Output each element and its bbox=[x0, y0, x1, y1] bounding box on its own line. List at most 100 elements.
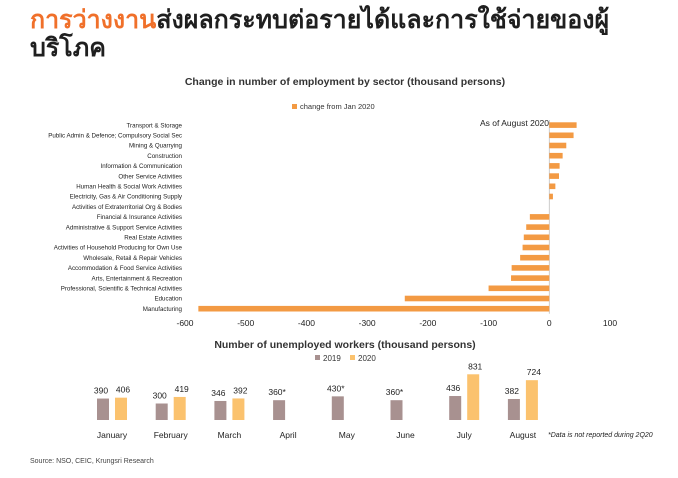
category-label-wholesale-retail-repair-vehicles: Wholesale, Retail & Repair Vehicles bbox=[83, 255, 182, 262]
data-label-january-2019: 390 bbox=[94, 386, 108, 396]
category-label-manufacturing: Manufacturing bbox=[143, 306, 183, 313]
bar-financial-insurance-activities bbox=[529, 214, 550, 220]
bar-wholesale-retail-repair-vehicles bbox=[520, 254, 550, 261]
top-chart-legend: change from Jan 2020 bbox=[292, 102, 375, 111]
unemployed-workers-chart: Number of unemployed workers (thousand p… bbox=[94, 339, 653, 440]
bottom-chart-title: Number of unemployed workers (thousand p… bbox=[214, 339, 475, 351]
data-label-february-2020: 419 bbox=[175, 384, 189, 394]
bar-professional-scientific-technical-activities bbox=[488, 285, 550, 292]
data-label-february-2019: 300 bbox=[153, 391, 167, 401]
bar-february-2019 bbox=[155, 403, 168, 420]
bar-accommodation-food-service-activities bbox=[511, 265, 550, 271]
data-label-june-2019: 360* bbox=[386, 387, 404, 397]
bar-july-2019 bbox=[449, 396, 462, 420]
bar-march-2020 bbox=[232, 398, 245, 420]
bar-administrative-support-service-activities bbox=[526, 224, 550, 230]
bar-august-2020 bbox=[525, 380, 538, 420]
data-label-march-2019: 346 bbox=[211, 388, 225, 398]
bar-mining-quarrying bbox=[549, 142, 567, 149]
category-label-other-service-activities: Other Service Activities bbox=[118, 173, 182, 180]
bar-arts-entertainment-recreation bbox=[511, 275, 550, 281]
employment-change-chart: Change in number of employment by sector… bbox=[48, 76, 617, 328]
category-label-accommodation-food-service-activities: Accommodation & Food Service Activities bbox=[68, 265, 182, 272]
top-chart-bars bbox=[198, 122, 577, 312]
bar-march-2019 bbox=[214, 400, 227, 420]
source-note: Source: NSO, CEIC, Krungsri Research bbox=[30, 458, 154, 465]
headline-highlight: การว่างงาน bbox=[30, 5, 157, 34]
bar-july-2020 bbox=[467, 374, 480, 420]
bar-january-2019 bbox=[97, 398, 109, 420]
bottom-chart-data-labels: 390 406 300 419 346 392 360* 430* 360* 436 831 382 7… bbox=[94, 361, 541, 400]
category-label-transport-storage: Transport & Storage bbox=[127, 122, 183, 129]
top-chart-title: Change in number of employment by sector… bbox=[185, 76, 505, 88]
bar-electricity-gas-air-conditioning-supply bbox=[549, 193, 553, 200]
legend-swatch-change bbox=[292, 104, 297, 109]
top-chart-category-labels: Transport & Storage Public Admin & Defenc… bbox=[48, 122, 183, 313]
month-label-january: January bbox=[97, 430, 128, 440]
bar-construction bbox=[549, 152, 563, 159]
bar-august-2019 bbox=[507, 398, 520, 420]
bar-information-communication bbox=[549, 163, 560, 169]
month-label-march: March bbox=[218, 430, 242, 440]
category-label-financial-insurance-activities: Financial & Insurance Activities bbox=[97, 214, 182, 221]
x-tick-minus-400: -400 bbox=[298, 318, 315, 328]
bar-january-2020 bbox=[115, 397, 127, 420]
bottom-chart-legend: 2019 2020 bbox=[315, 354, 376, 363]
bar-manufacturing bbox=[198, 305, 550, 312]
legend-swatch-2020 bbox=[350, 355, 355, 360]
data-label-may-2019: 430* bbox=[327, 383, 345, 393]
x-tick-minus-600: -600 bbox=[176, 318, 193, 328]
category-label-activities-of-extraterritorial-org-bodies: Activities of Extraterritorial Org & Bod… bbox=[72, 204, 182, 211]
bar-other-service-activities bbox=[549, 173, 559, 179]
x-tick-0: 0 bbox=[547, 318, 552, 328]
headline: การว่างงานส่งผลกระทบต่อรายได้และการใช้จ่… bbox=[30, 6, 650, 62]
category-label-professional-scientific-technical-activities: Professional, Scientific & Technical Act… bbox=[61, 286, 182, 293]
x-tick-100: 100 bbox=[603, 318, 617, 328]
bar-february-2020 bbox=[173, 396, 186, 420]
bar-april-2019 bbox=[273, 400, 286, 420]
data-label-january-2020: 406 bbox=[116, 385, 130, 395]
x-tick-minus-200: -200 bbox=[419, 318, 436, 328]
month-label-july: July bbox=[457, 430, 473, 440]
bar-june-2019 bbox=[390, 400, 403, 420]
bar-activities-of-household-producing-for-own-use bbox=[522, 244, 550, 251]
category-label-arts-entertainment-recreation: Arts, Entertainment & Recreation bbox=[92, 275, 183, 282]
category-label-mining-quarrying: Mining & Quarrying bbox=[129, 143, 183, 150]
bar-transport-storage bbox=[549, 122, 577, 128]
data-label-march-2020: 392 bbox=[233, 385, 247, 395]
month-label-february: February bbox=[154, 430, 189, 440]
bottom-chart-note: *Data is not reported during 2Q20 bbox=[548, 432, 653, 439]
headline-rest: ส่งผลกระทบต่อรายได้และการใช้จ่ายของผู้บร… bbox=[30, 5, 610, 62]
category-label-public-admin-defence-compulsory-social-sec: Public Admin & Defence; Compulsory Socia… bbox=[48, 133, 182, 140]
legend-label-2020: 2020 bbox=[358, 354, 376, 363]
bar-education bbox=[404, 295, 550, 302]
x-tick-minus-300: -300 bbox=[359, 318, 376, 328]
data-label-august-2019: 382 bbox=[505, 386, 519, 396]
category-label-electricity-gas-air-conditioning-supply: Electricity, Gas & Air Conditioning Supp… bbox=[70, 194, 183, 201]
bottom-chart-category-labels: January February March April May June July Augu… bbox=[97, 430, 537, 440]
bar-may-2019 bbox=[331, 396, 344, 420]
bar-real-estate-activities bbox=[523, 234, 550, 241]
data-label-july-2019: 436 bbox=[446, 383, 460, 393]
month-label-june: June bbox=[396, 430, 415, 440]
top-chart-annotation: As of August 2020 bbox=[480, 118, 549, 128]
month-label-august: August bbox=[510, 430, 537, 440]
bar-public-admin-defence-compulsory-social-sec bbox=[549, 132, 574, 139]
category-label-education: Education bbox=[154, 296, 182, 303]
data-label-july-2020: 831 bbox=[468, 361, 482, 371]
category-label-information-communication: Information & Communication bbox=[100, 163, 182, 170]
category-label-human-health-social-work-activities: Human Health & Social Work Activities bbox=[76, 184, 182, 191]
month-label-april: April bbox=[280, 430, 297, 440]
top-chart-tick-labels: -600 -500 -400 -300 -200 -100 0 100 bbox=[176, 318, 617, 328]
category-label-activities-of-household-producing-for-own-use: Activities of Household Producing for Ow… bbox=[54, 245, 183, 252]
data-label-august-2020: 724 bbox=[527, 367, 541, 377]
bar-human-health-social-work-activities bbox=[549, 183, 556, 190]
x-tick-minus-100: -100 bbox=[480, 318, 497, 328]
legend-swatch-2019 bbox=[315, 355, 320, 360]
bottom-chart-bars bbox=[97, 374, 538, 420]
legend-label-2019: 2019 bbox=[323, 354, 341, 363]
category-label-administrative-support-service-activities: Administrative & Support Service Activit… bbox=[66, 224, 182, 231]
legend-label-change: change from Jan 2020 bbox=[300, 102, 375, 111]
category-label-construction: Construction bbox=[147, 153, 182, 160]
month-label-may: May bbox=[339, 430, 356, 440]
